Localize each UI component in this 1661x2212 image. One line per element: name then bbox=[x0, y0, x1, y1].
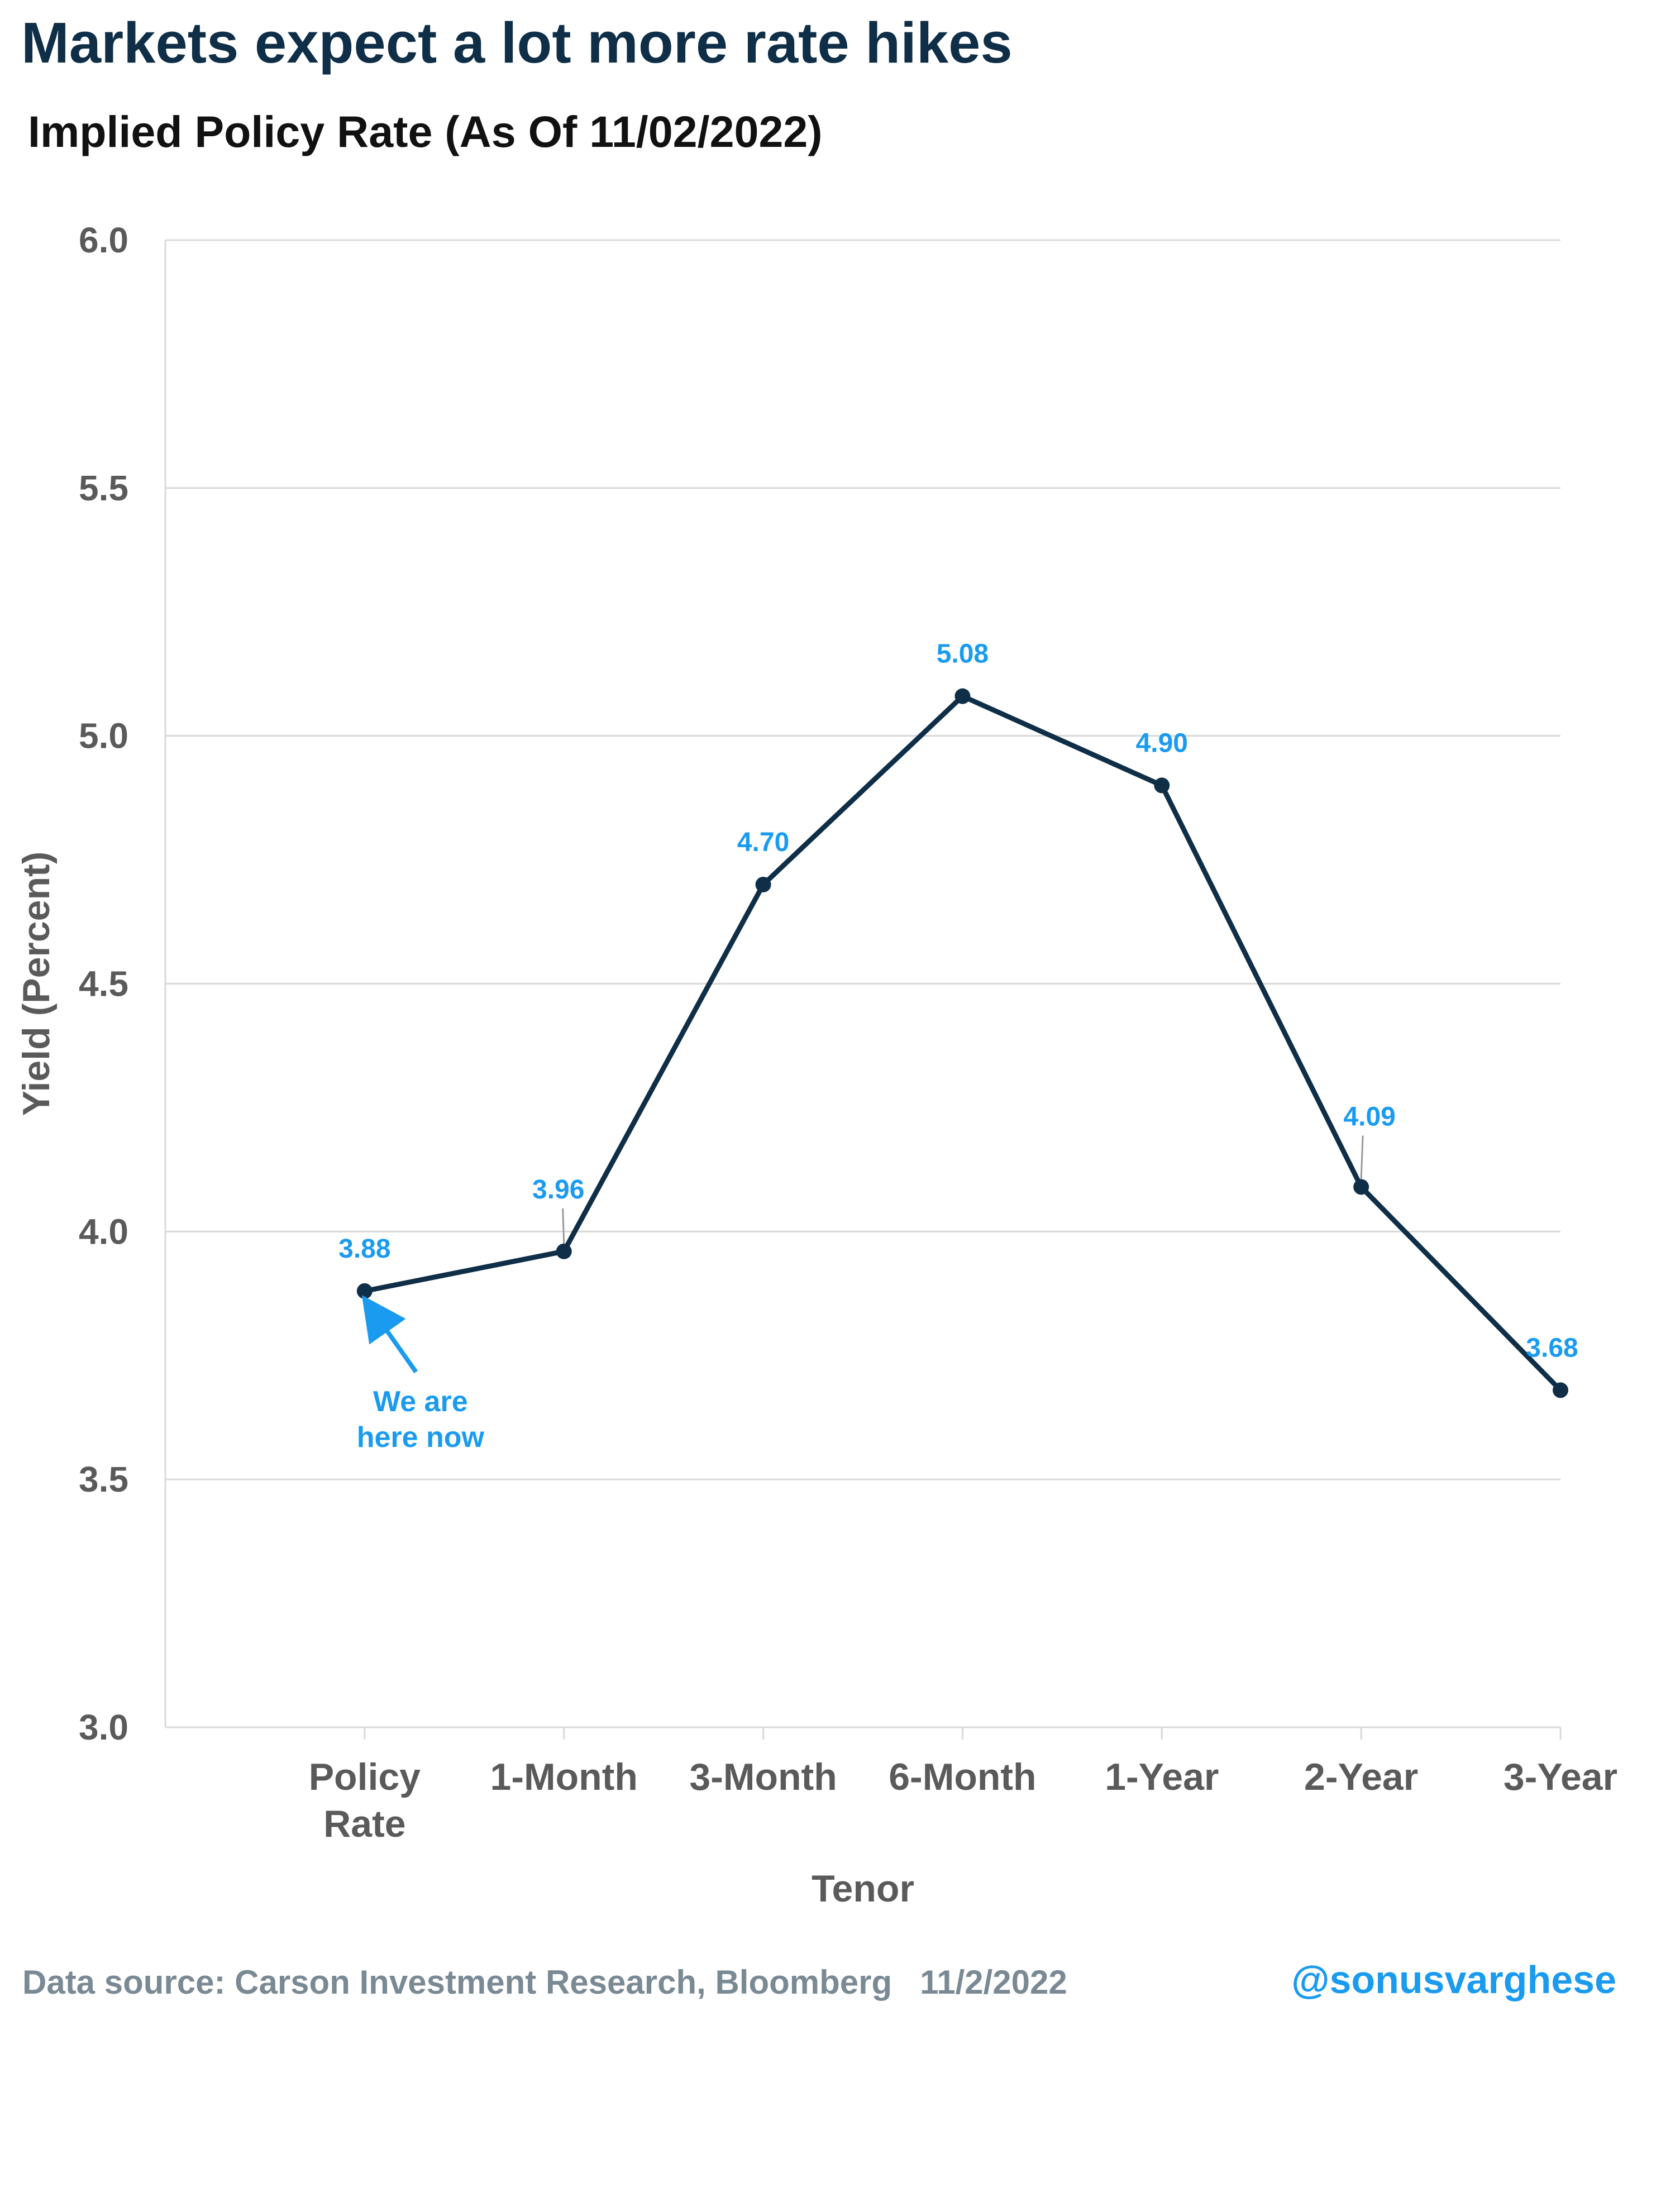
x-tick-label: 3-Month bbox=[689, 1756, 837, 1798]
author-handle: @sonusvarghese bbox=[1291, 1958, 1616, 2001]
data-label: 3.68 bbox=[1526, 1333, 1578, 1363]
y-tick-labels: 3.0 3.5 4.0 4.5 5.0 5.5 6.0 bbox=[79, 220, 128, 1747]
annotation: We are here now bbox=[357, 1295, 485, 1454]
series-line bbox=[356, 688, 1568, 1398]
label-leader-line bbox=[1360, 1135, 1364, 1179]
x-tick-label: 6-Month bbox=[889, 1756, 1036, 1798]
data-point bbox=[1154, 777, 1170, 794]
x-tick-label: 3-Year bbox=[1504, 1756, 1617, 1798]
series-line-path bbox=[364, 694, 1563, 1392]
data-label: 4.09 bbox=[1343, 1102, 1395, 1131]
data-label: 5.08 bbox=[937, 639, 989, 669]
y-tick-label: 4.5 bbox=[79, 964, 128, 1004]
data-label: 4.70 bbox=[737, 828, 789, 857]
x-tick-labels: Policy Rate 1-Month 3-Month 6-Month 1-Year 2-Y… bbox=[309, 1756, 1617, 1845]
y-tick-label: 4.0 bbox=[79, 1211, 128, 1251]
y-tick-label: 5.5 bbox=[79, 468, 128, 508]
axes bbox=[164, 240, 1562, 1740]
y-axis-title: Yield (Percent) bbox=[15, 852, 58, 1116]
gridlines bbox=[165, 239, 1560, 1480]
y-tick-label: 6.0 bbox=[79, 220, 128, 260]
annotation-text: We are here now bbox=[357, 1386, 485, 1454]
data-labels: 3.88 3.96 4.70 5.08 4.90 4.09 3.68 bbox=[338, 639, 1578, 1363]
x-tick-label: Policy Rate bbox=[309, 1756, 421, 1845]
data-source-note: Data source: Carson Investment Research,… bbox=[22, 1963, 1067, 2001]
data-point bbox=[1353, 1179, 1369, 1195]
data-label: 4.90 bbox=[1136, 728, 1188, 758]
data-point bbox=[556, 1243, 572, 1259]
y-tick-label: 5.0 bbox=[79, 716, 128, 756]
data-label: 3.96 bbox=[532, 1175, 584, 1205]
chart-subtitle: Implied Policy Rate (As Of 11/02/2022) bbox=[28, 107, 823, 156]
data-point bbox=[954, 688, 971, 704]
x-tick-label: 1-Year bbox=[1105, 1756, 1219, 1798]
y-tick-label: 3.0 bbox=[79, 1707, 128, 1747]
data-point bbox=[755, 876, 771, 892]
annotation-arrow bbox=[361, 1295, 418, 1374]
data-point bbox=[1553, 1382, 1568, 1398]
x-tick-label: 2-Year bbox=[1304, 1756, 1418, 1798]
data-label: 3.88 bbox=[338, 1234, 390, 1264]
chart-title: Markets expect a lot more rate hikes bbox=[21, 11, 1013, 75]
label-leader-line bbox=[562, 1208, 565, 1244]
x-axis-title: Tenor bbox=[812, 1867, 914, 1910]
data-point bbox=[356, 1283, 373, 1299]
y-tick-label: 3.5 bbox=[79, 1459, 128, 1499]
x-tick-label: 1-Month bbox=[490, 1756, 638, 1798]
